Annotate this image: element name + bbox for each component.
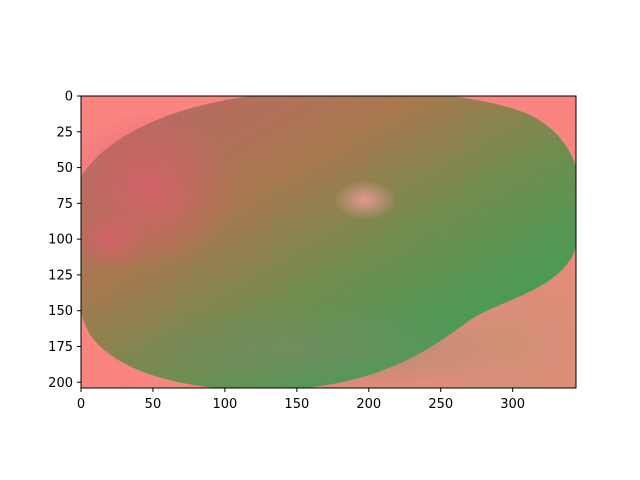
- x-tick-label: 150: [284, 397, 309, 412]
- y-tick-label: 200: [48, 376, 73, 391]
- x-tick-label: 200: [356, 397, 381, 412]
- y-tick-label: 0: [65, 90, 73, 105]
- y-tick-label: 100: [48, 233, 73, 248]
- fruit-image: [81, 96, 576, 388]
- y-tick-label: 25: [56, 125, 73, 140]
- x-tick-label: 50: [145, 397, 162, 412]
- y-tick-label: 175: [48, 340, 73, 355]
- y-tick-label: 150: [48, 304, 73, 319]
- y-tick-label: 50: [56, 161, 73, 176]
- axes-frame: [80, 95, 577, 389]
- x-tick-label: 0: [77, 397, 85, 412]
- x-tick-label: 250: [428, 397, 453, 412]
- x-tick-label: 100: [212, 397, 237, 412]
- x-axis: 0 50 100 150 200 250 300: [77, 388, 525, 412]
- x-tick-label: 300: [500, 397, 525, 412]
- y-axis: 0 25 50 75 100 125 150 175 200: [48, 90, 81, 391]
- y-tick-label: 75: [56, 197, 73, 212]
- y-tick-label: 125: [48, 268, 73, 283]
